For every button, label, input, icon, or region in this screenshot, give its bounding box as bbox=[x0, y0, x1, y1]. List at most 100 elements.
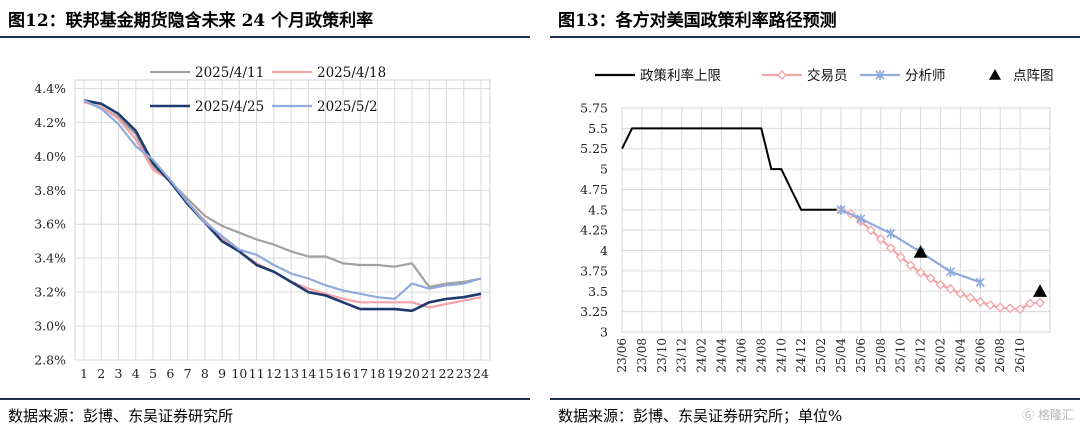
plot-area bbox=[621, 107, 1051, 333]
x-tick-label: 26/06 bbox=[973, 338, 987, 373]
source-rule bbox=[0, 398, 530, 400]
x-tick-label: 18 bbox=[369, 366, 385, 381]
y-tick-label: 5.75 bbox=[580, 101, 608, 116]
x-tick-label: 25/04 bbox=[834, 338, 848, 373]
x-marker bbox=[945, 266, 956, 277]
plot-area bbox=[74, 79, 491, 361]
x-tick-label: 23/10 bbox=[655, 338, 669, 373]
y-tick-label: 3.6% bbox=[34, 217, 66, 232]
y-tick-label: 4.5 bbox=[588, 202, 608, 217]
policy-rate-futures-chart: 2.8%3.0%3.2%3.4%3.6%3.8%4.0%4.2%4.4%1 2 3 4… bbox=[34, 65, 491, 381]
y-tick-label: 3.25 bbox=[580, 304, 608, 319]
x-tick-label: 13 bbox=[283, 366, 299, 381]
y-tick-label: 4.0% bbox=[34, 149, 66, 164]
diamond-marker bbox=[895, 252, 906, 262]
legend-label: 2025/5/2 bbox=[317, 99, 378, 115]
x-tick-label: 2 bbox=[97, 366, 105, 381]
diamond-marker bbox=[1025, 298, 1036, 309]
legend-label: 2025/4/11 bbox=[195, 65, 264, 81]
legend-label: 点阵图 bbox=[1013, 68, 1054, 84]
x-tick-label: 16 bbox=[335, 366, 351, 381]
x-tick-label: 23 bbox=[456, 366, 472, 381]
x-tick-label: 9 bbox=[218, 366, 226, 381]
title-rule bbox=[550, 36, 1080, 38]
triangle-marker bbox=[1033, 284, 1048, 297]
diamond-marker bbox=[965, 292, 976, 303]
watermark-logo: Ⓖ 格隆汇 bbox=[1022, 408, 1074, 422]
y-tick-label: 3.2% bbox=[34, 285, 66, 300]
series-line bbox=[840, 208, 981, 284]
diamond-marker bbox=[915, 267, 926, 278]
x-tick-label: 24/04 bbox=[715, 338, 729, 373]
y-tick-label: 4.25 bbox=[580, 223, 608, 238]
x-tick-label: 10 bbox=[231, 366, 247, 381]
diamond-marker bbox=[777, 70, 787, 80]
x-marker bbox=[875, 70, 885, 80]
figure-title: 图13：各方对美国政策利率路径预测 bbox=[558, 11, 837, 31]
y-tick-label: 3.8% bbox=[34, 183, 66, 198]
x-tick-label: 25/10 bbox=[894, 338, 908, 373]
diamond-marker bbox=[865, 225, 876, 236]
x-tick-label: 23/12 bbox=[675, 338, 689, 373]
y-tick-label: 4.75 bbox=[580, 182, 608, 197]
triangle-marker bbox=[989, 69, 1001, 80]
legend-label: 2025/4/25 bbox=[195, 99, 264, 115]
x-tick-label: 23/08 bbox=[635, 338, 649, 373]
x-tick-label: 23/06 bbox=[615, 338, 629, 373]
legend-label: 交易员 bbox=[807, 67, 848, 84]
x-tick-label: 21 bbox=[421, 366, 437, 381]
x-tick-label: 24/02 bbox=[695, 338, 709, 373]
source-note: 数据来源：彭博、东吴证券研究所 bbox=[8, 407, 234, 425]
x-tick-label: 24/12 bbox=[794, 338, 808, 373]
x-tick-label: 3 bbox=[115, 366, 123, 381]
diamond-marker bbox=[875, 234, 886, 245]
x-marker bbox=[975, 277, 985, 288]
legend-label: 政策利率上限 bbox=[640, 67, 721, 84]
series-line bbox=[83, 101, 482, 289]
x-tick-label: 26/08 bbox=[993, 338, 1007, 373]
y-tick-label: 3.75 bbox=[580, 263, 608, 278]
x-tick-label: 5 bbox=[149, 366, 157, 381]
diamond-marker bbox=[925, 273, 936, 284]
source-note: 数据来源：彭博、东吴证券研究所；单位% bbox=[558, 407, 843, 425]
y-tick-label: 5.25 bbox=[580, 141, 608, 156]
x-tick-label: 12 bbox=[266, 366, 282, 381]
diamond-marker bbox=[975, 296, 986, 307]
diamond-marker bbox=[945, 283, 956, 294]
x-tick-label: 24 bbox=[473, 366, 489, 381]
y-tick-label: 3 bbox=[600, 325, 608, 340]
y-tick-label: 3.0% bbox=[34, 319, 66, 334]
x-tick-label: 17 bbox=[352, 366, 368, 381]
title-rule bbox=[0, 36, 530, 38]
diamond-marker bbox=[955, 288, 966, 299]
x-tick-label: 25/08 bbox=[874, 338, 888, 373]
source-rule bbox=[550, 398, 1080, 400]
y-tick-label: 2.8% bbox=[34, 353, 66, 368]
x-tick-label: 15 bbox=[318, 366, 334, 381]
figure-title: 图12：联邦基金期货隐含未来 24 个月政策利率 bbox=[8, 11, 374, 31]
x-tick-label: 19 bbox=[387, 366, 403, 381]
x-tick-label: 1 bbox=[80, 366, 88, 381]
x-tick-label: 8 bbox=[201, 366, 209, 381]
y-tick-label: 5 bbox=[600, 162, 608, 177]
x-tick-label: 11 bbox=[249, 366, 265, 381]
legend-label: 分析师 bbox=[905, 68, 946, 84]
x-tick-label: 26/10 bbox=[1013, 338, 1027, 373]
x-marker bbox=[836, 204, 846, 215]
x-marker bbox=[856, 213, 866, 224]
diamond-marker bbox=[885, 243, 896, 254]
x-tick-label: 24/06 bbox=[734, 338, 748, 373]
x-tick-label: 22 bbox=[439, 366, 455, 381]
x-tick-label: 24/08 bbox=[754, 338, 768, 373]
x-tick-label: 14 bbox=[300, 366, 316, 381]
legend-label: 2025/4/18 bbox=[317, 65, 386, 81]
x-tick-label: 24/10 bbox=[774, 338, 788, 373]
diamond-marker bbox=[1015, 304, 1026, 315]
y-tick-label: 4.4% bbox=[34, 81, 66, 96]
series-line bbox=[83, 99, 482, 300]
diamond-marker bbox=[985, 300, 996, 311]
figure-13-panel: 图13：各方对美国政策利率路径预测 3 3.25 3.5 3.75 4 4.25 4.5 4.… bbox=[550, 0, 1080, 436]
x-tick-label: 25/02 bbox=[814, 338, 828, 373]
triangle-marker bbox=[913, 245, 928, 258]
y-tick-label: 3.5 bbox=[588, 284, 608, 299]
